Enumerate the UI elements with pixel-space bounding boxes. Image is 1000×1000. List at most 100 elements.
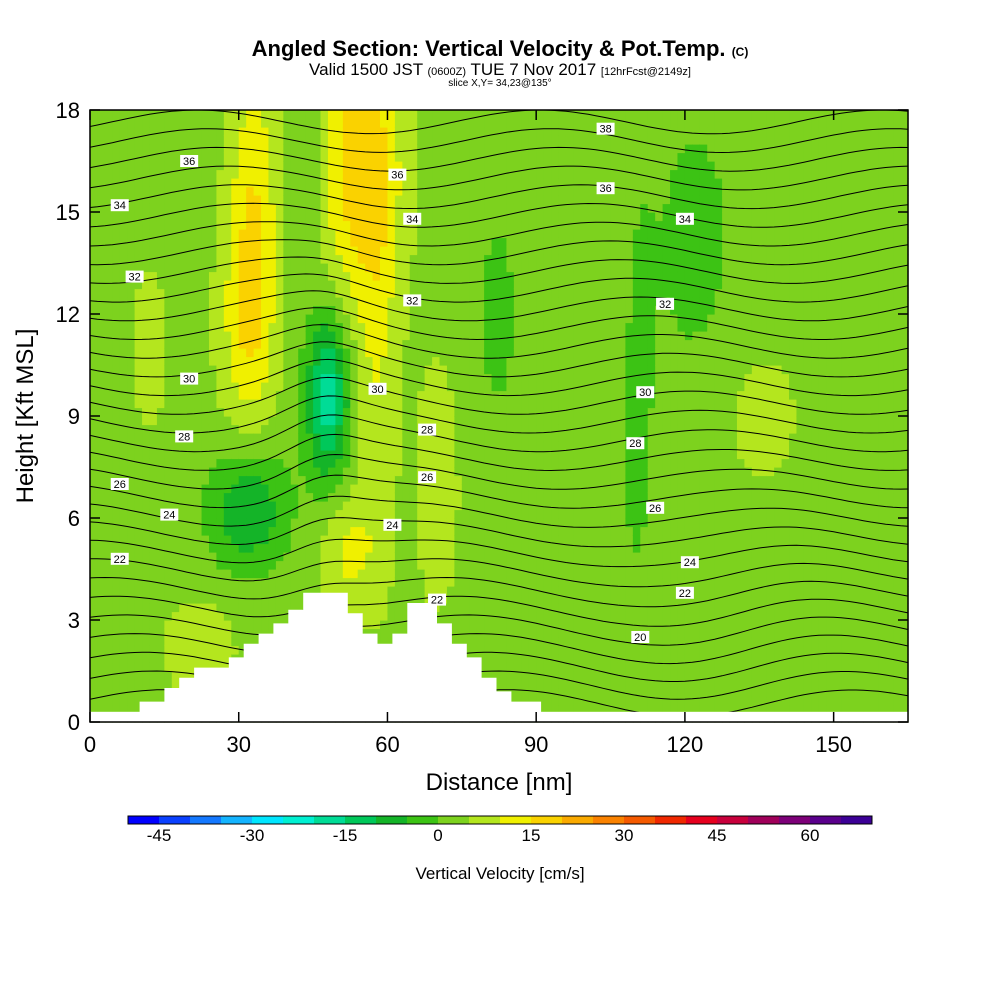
- velocity-cell: [365, 127, 374, 137]
- velocity-cell: [394, 433, 403, 443]
- velocity-cell: [127, 152, 136, 162]
- velocity-cell: [171, 628, 180, 638]
- velocity-cell: [365, 373, 374, 383]
- velocity-cell: [246, 484, 255, 494]
- velocity-cell: [580, 322, 589, 332]
- velocity-cell: [104, 450, 113, 460]
- velocity-cell: [223, 382, 232, 392]
- velocity-cell: [402, 484, 411, 494]
- velocity-cell: [290, 569, 299, 579]
- velocity-cell: [365, 628, 374, 638]
- velocity-cell: [290, 509, 299, 519]
- velocity-cell: [484, 450, 493, 460]
- velocity-cell: [491, 365, 500, 375]
- velocity-cell: [506, 246, 515, 256]
- velocity-cell: [238, 178, 247, 188]
- velocity-cell: [335, 586, 344, 596]
- velocity-cell: [208, 535, 218, 545]
- velocity-cell: [171, 416, 180, 426]
- velocity-cell: [290, 467, 299, 477]
- velocity-cell: [104, 407, 113, 417]
- velocity-cell: [350, 169, 359, 179]
- velocity-cell: [372, 407, 381, 417]
- velocity-cell: [357, 577, 366, 587]
- velocity-cell: [320, 314, 329, 324]
- velocity-cell: [290, 416, 299, 426]
- velocity-cell: [573, 314, 582, 324]
- velocity-cell: [142, 526, 151, 536]
- velocity-cell: [558, 237, 567, 247]
- velocity-cell: [588, 246, 597, 256]
- velocity-cell: [484, 339, 493, 349]
- velocity-cell: [335, 297, 344, 307]
- velocity-cell: [320, 212, 329, 222]
- velocity-cell: [201, 178, 210, 188]
- velocity-cell: [112, 288, 121, 298]
- velocity-cell: [484, 560, 493, 570]
- velocity-cell: [275, 543, 284, 553]
- velocity-cell: [513, 501, 522, 511]
- velocity-cell: [156, 365, 165, 375]
- velocity-cell: [461, 535, 470, 545]
- velocity-cell: [164, 467, 173, 477]
- velocity-cell: [446, 484, 455, 494]
- velocity-cell: [253, 331, 262, 341]
- velocity-cell: [499, 322, 508, 332]
- velocity-cell: [565, 620, 574, 630]
- velocity-cell: [580, 577, 589, 587]
- velocity-cell: [246, 450, 255, 460]
- velocity-cell: [461, 433, 470, 443]
- velocity-cell: [543, 314, 552, 324]
- velocity-cell: [134, 492, 143, 502]
- velocity-cell: [186, 671, 195, 681]
- velocity-cell: [536, 543, 545, 553]
- velocity-cell: [580, 305, 589, 315]
- velocity-cell: [491, 586, 500, 596]
- velocity-cell: [216, 603, 225, 613]
- velocity-cell: [380, 407, 389, 417]
- velocity-cell: [164, 450, 173, 460]
- velocity-cell: [350, 305, 359, 315]
- velocity-cell: [112, 671, 121, 681]
- velocity-cell: [127, 543, 136, 553]
- velocity-cell: [290, 178, 299, 188]
- velocity-cell: [119, 229, 128, 239]
- velocity-cell: [476, 467, 485, 477]
- velocity-cell: [246, 526, 255, 536]
- velocity-cell: [439, 492, 448, 502]
- velocity-cell: [491, 229, 500, 239]
- velocity-cell: [484, 535, 493, 545]
- velocity-cell: [551, 424, 560, 434]
- velocity-cell: [238, 339, 247, 349]
- velocity-cell: [565, 526, 574, 536]
- velocity-cell: [327, 501, 336, 511]
- velocity-cell: [208, 577, 218, 587]
- velocity-cell: [216, 246, 225, 256]
- velocity-cell: [104, 705, 113, 715]
- velocity-cell: [565, 161, 574, 171]
- velocity-cell: [469, 390, 478, 400]
- velocity-cell: [432, 399, 441, 409]
- velocity-cell: [342, 297, 351, 307]
- velocity-cell: [179, 560, 188, 570]
- velocity-cell: [506, 416, 515, 426]
- velocity-cell: [461, 280, 470, 290]
- velocity-cell: [149, 441, 158, 451]
- velocity-cell: [201, 492, 210, 502]
- velocity-cell: [469, 271, 478, 281]
- velocity-cell: [335, 220, 344, 230]
- velocity-cell: [439, 552, 448, 562]
- velocity-cell: [327, 212, 336, 222]
- velocity-cell: [439, 110, 448, 120]
- velocity-cell: [97, 552, 106, 562]
- velocity-cell: [305, 152, 314, 162]
- velocity-cell: [246, 560, 255, 570]
- velocity-cell: [283, 586, 292, 596]
- velocity-cell: [320, 110, 329, 120]
- velocity-cell: [357, 373, 366, 383]
- velocity-cell: [253, 263, 262, 273]
- velocity-cell: [261, 356, 270, 366]
- velocity-cell: [127, 373, 136, 383]
- velocity-cell: [551, 203, 560, 213]
- velocity-cell: [290, 161, 299, 171]
